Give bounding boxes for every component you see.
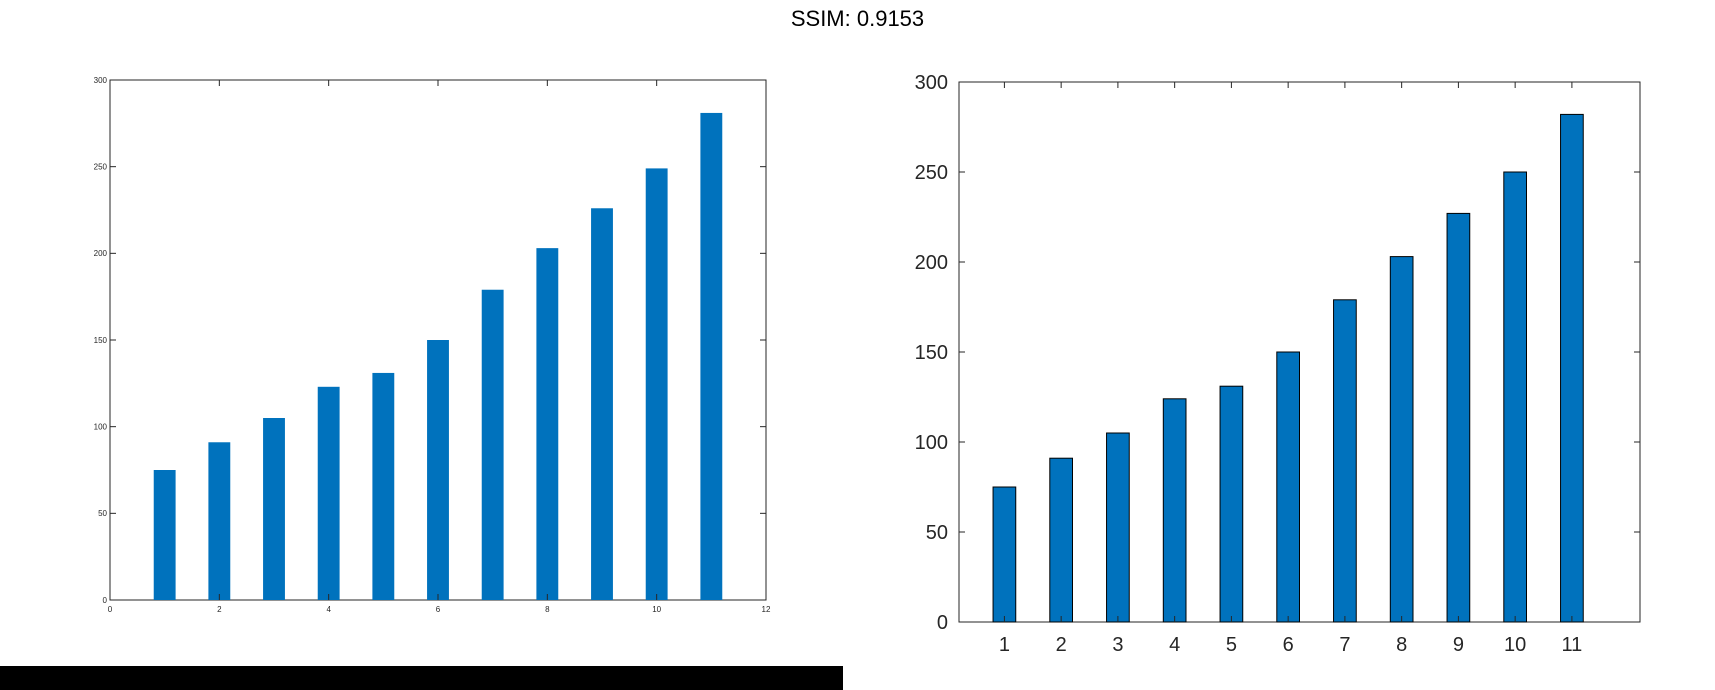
bar-6: [427, 340, 449, 600]
y-tick-label: 100: [94, 422, 108, 431]
bar-2: [208, 442, 231, 600]
y-tick-label: 150: [94, 336, 108, 345]
y-tick-label: 0: [937, 612, 948, 634]
bar-2: [1049, 457, 1074, 623]
bar-8: [1389, 256, 1414, 623]
y-tick-label: 50: [926, 522, 948, 544]
bar-10: [645, 168, 668, 600]
x-tick-label: 9: [1453, 634, 1464, 656]
x-tick-label: 8: [545, 605, 550, 614]
y-tick-label: 50: [98, 509, 107, 518]
bar-3: [1106, 432, 1130, 623]
y-tick-label: 100: [915, 432, 948, 454]
y-tick-label: 250: [94, 162, 108, 171]
figure-title: SSIM: 0.9153: [790, 6, 925, 31]
bar-1: [153, 470, 176, 600]
x-tick-label: 10: [652, 605, 661, 614]
bar-7: [1333, 299, 1357, 623]
bar-4: [1162, 398, 1187, 623]
x-tick-label: 4: [326, 605, 331, 614]
bar-7: [481, 289, 504, 600]
y-tick-label: 250: [915, 162, 948, 184]
x-tick-label: 1: [999, 634, 1010, 656]
x-tick-label: 6: [436, 605, 441, 614]
bar-10: [1503, 171, 1528, 623]
black-bar-region: [0, 666, 843, 690]
x-tick-label: 10: [1504, 634, 1526, 656]
x-tick-label: 6: [1283, 634, 1294, 656]
y-tick-label: 0: [103, 596, 108, 605]
x-tick-label: 8: [1396, 634, 1407, 656]
bar-6: [1276, 351, 1301, 623]
bar-9: [1446, 212, 1471, 623]
x-tick-label: 2: [1056, 634, 1067, 656]
bar-4: [317, 386, 340, 600]
x-tick-label: 12: [762, 605, 771, 614]
bar-1: [992, 486, 1017, 623]
y-tick-label: 300: [915, 72, 948, 94]
bar-5: [1219, 385, 1244, 623]
y-tick-label: 200: [94, 249, 108, 258]
x-tick-label: 11: [1562, 634, 1583, 656]
y-tick-label: 200: [915, 252, 948, 274]
x-tick-label: 3: [1112, 634, 1123, 656]
bar-5: [372, 372, 395, 600]
x-tick-label: 4: [1169, 634, 1180, 656]
bar-11: [1560, 113, 1584, 623]
x-tick-label: 0: [108, 605, 113, 614]
bar-3: [263, 418, 285, 600]
x-tick-label: 2: [217, 605, 222, 614]
x-tick-label: 5: [1226, 634, 1237, 656]
y-tick-label: 150: [915, 342, 948, 364]
bar-11: [700, 112, 723, 600]
bar-8: [536, 248, 559, 600]
x-tick-label: 7: [1339, 634, 1350, 656]
y-tick-label: 300: [94, 76, 108, 85]
bar-9: [591, 208, 613, 600]
